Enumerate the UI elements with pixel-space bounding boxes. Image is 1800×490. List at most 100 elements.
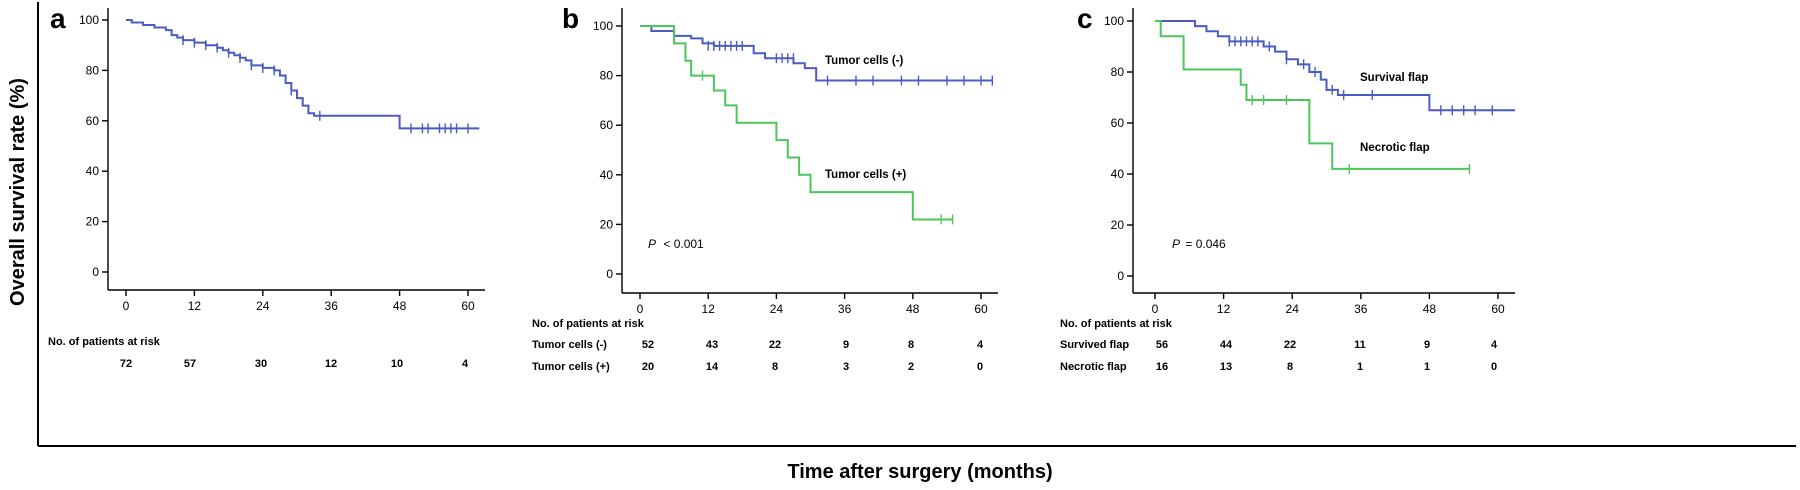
- panel-a-y-ticks: 0 20 40 60 80 100: [79, 13, 108, 279]
- panel-a-y-tick-label: 80: [86, 63, 100, 77]
- panel-b-risk-value: 8: [908, 339, 914, 351]
- panel-c-series-1-line: [1155, 20, 1470, 170]
- panel-c-x-ticks: 0 12 24 36 48 60: [1152, 293, 1505, 316]
- panel-c-risk-row-label: Survived flap: [1060, 339, 1129, 351]
- panel-b-risk-value: 20: [642, 361, 654, 373]
- panel-c-x-tick-label: 36: [1354, 302, 1368, 316]
- panel-a-x-tick-label: 60: [461, 299, 475, 313]
- panel-c-y-tick-label: 60: [1111, 116, 1125, 130]
- panel-c-risk-value: 9: [1424, 339, 1430, 351]
- panel-c-risk-value: 11: [1354, 339, 1366, 351]
- panel-c-y-tick-label: 20: [1111, 218, 1125, 232]
- panel-a-y-tick-label: 20: [86, 215, 100, 229]
- panel-b-axes: [621, 8, 998, 294]
- panel-a-axes: [107, 8, 485, 291]
- panel-b-series-0-line: [640, 25, 993, 82]
- panel-b-risk-value: 52: [642, 339, 654, 351]
- panel-c-risk-value: 56: [1156, 339, 1168, 351]
- panel-b-x-tick-label: 12: [702, 302, 716, 316]
- panel-b-label-tumor-neg: Tumor cells (-): [825, 55, 904, 67]
- panel-c-y-tick-label: 100: [1104, 14, 1124, 28]
- panel-a-risk-title: No. of patients at risk: [48, 336, 161, 348]
- panel-b-risk-value: 22: [769, 339, 781, 351]
- panel-c-x-tick-label: 48: [1423, 302, 1437, 316]
- panel-a-risk-value: 72: [120, 358, 132, 370]
- panel-b-x-tick-label: 0: [637, 302, 644, 316]
- panel-b-y-tick-label: 20: [600, 217, 614, 231]
- panel-c-p-value: P = 0.046: [1172, 237, 1226, 251]
- panel-c-y-ticks: 0 20 40 60 80 100: [1104, 14, 1133, 283]
- panel-b-risk-table: Tumor cells (-) 52 43 22 9 8 4 Tumor cells (+) 2…: [532, 339, 984, 373]
- panel-b-p-label: P: [648, 237, 656, 251]
- panel-b-risk-row-label: Tumor cells (+): [532, 361, 610, 373]
- panel-a-risk-value: 4: [462, 358, 469, 370]
- panel-b-y-ticks: 0 20 40 60 80 100: [593, 19, 622, 281]
- panel-b-p-value: P < 0.001: [648, 237, 704, 251]
- panel-a-series-0-line: [126, 19, 480, 130]
- panel-c-risk-title: No. of patients at risk: [1060, 318, 1173, 330]
- panel-b-risk-value: 0: [977, 361, 983, 373]
- panel-b-x-tick-label: 24: [770, 302, 784, 316]
- panel-b-risk-value: 8: [772, 361, 778, 373]
- panel-c-label-necrotic: Necrotic flap: [1360, 142, 1430, 154]
- panel-c-risk-value: 1: [1357, 361, 1363, 373]
- panel-c-risk-value: 0: [1491, 361, 1497, 373]
- panel-c-p-text: = 0.046: [1185, 237, 1226, 251]
- panel-b-risk-value: 4: [977, 339, 984, 351]
- panel-a-x-tick-label: 0: [123, 299, 130, 313]
- panel-c-risk-row-label: Necrotic flap: [1060, 361, 1127, 373]
- panel-a-y-tick-label: 100: [79, 13, 99, 27]
- panel-b-y-tick-label: 80: [600, 69, 614, 83]
- x-axis-title: Time after surgery (months): [787, 461, 1052, 483]
- panel-b-x-tick-label: 48: [906, 302, 920, 316]
- panel-b-x-ticks: 0 12 24 36 48 60: [637, 293, 988, 316]
- panel-a-risk-table: 72 57 30 12 10 4: [120, 358, 469, 370]
- panel-b-risk-value: 43: [706, 339, 718, 351]
- panel-a-x-ticks: 0 12 24 36 48 60: [123, 290, 475, 313]
- panel-b-risk-value: 9: [843, 339, 849, 351]
- panel-b-y-tick-label: 0: [606, 267, 613, 281]
- panel-c-axes: [1132, 8, 1515, 294]
- panel-a-curves: [126, 19, 480, 134]
- panel-c-p-label: P: [1172, 237, 1180, 251]
- panel-b-risk-value: 3: [843, 361, 849, 373]
- panel-a-x-tick-label: 24: [256, 299, 270, 313]
- panel-b-y-tick-label: 60: [600, 118, 614, 132]
- panel-c-y-tick-label: 40: [1111, 167, 1125, 181]
- panel-b-label-tumor-pos: Tumor cells (+): [825, 169, 906, 181]
- panel-a-x-tick-label: 12: [188, 299, 202, 313]
- panel-c-risk-value: 8: [1287, 361, 1293, 373]
- panel-a: a 0 20 40 60 80 100 0 12 24 36 48 60 No. of patien…: [48, 3, 485, 370]
- panel-a-risk-value: 30: [255, 358, 267, 370]
- panel-b-curves: [640, 25, 994, 225]
- panel-b-y-tick-label: 100: [593, 19, 613, 33]
- panel-b-y-tick-label: 40: [600, 168, 614, 182]
- panel-a-y-tick-label: 0: [92, 265, 99, 279]
- panel-b-p-text: < 0.001: [663, 237, 704, 251]
- panel-b-risk-title: No. of patients at risk: [532, 318, 645, 330]
- panel-b-risk-value: 2: [908, 361, 914, 373]
- panel-c-label-survival: Survival flap: [1360, 72, 1428, 84]
- y-axis-title: Overall survival rate (%): [7, 78, 29, 306]
- panel-c-risk-value: 16: [1156, 361, 1168, 373]
- panel-c-series-0-line: [1155, 20, 1516, 112]
- panel-c-risk-value: 44: [1220, 339, 1233, 351]
- panel-b-x-tick-label: 36: [838, 302, 852, 316]
- panel-a-y-tick-label: 40: [86, 164, 100, 178]
- panel-c-risk-value: 1: [1424, 361, 1430, 373]
- panel-a-letter: a: [50, 3, 66, 34]
- panel-c-risk-value: 4: [1491, 339, 1498, 351]
- panel-c-y-tick-label: 0: [1117, 269, 1124, 283]
- panel-b-x-tick-label: 60: [974, 302, 988, 316]
- panel-a-y-tick-label: 60: [86, 114, 100, 128]
- panel-c-x-tick-label: 0: [1152, 302, 1159, 316]
- panel-c-y-tick-label: 80: [1111, 65, 1125, 79]
- panel-a-risk-value: 12: [325, 358, 337, 370]
- panel-a-risk-value: 10: [391, 358, 403, 370]
- panel-a-risk-value: 57: [184, 358, 196, 370]
- panel-c-risk-value: 13: [1220, 361, 1232, 373]
- panel-c-x-tick-label: 24: [1286, 302, 1300, 316]
